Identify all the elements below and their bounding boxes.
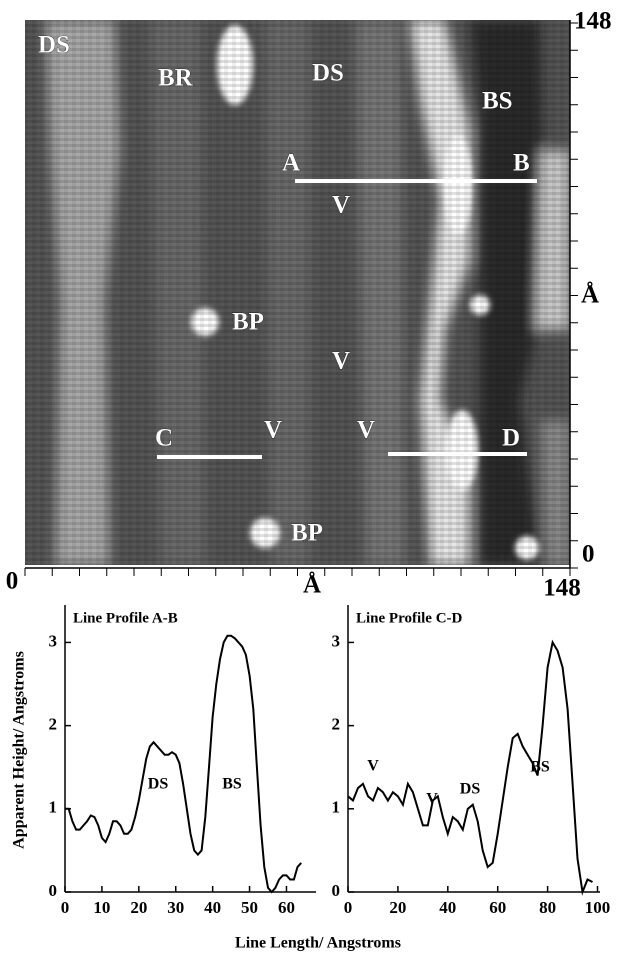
annotation: DS — [148, 776, 169, 793]
y-tick-label: 3 — [332, 631, 341, 650]
chart-title: Line Profile A-B — [73, 610, 178, 626]
image-label: A — [282, 150, 300, 177]
image-label: V — [332, 348, 350, 375]
image-label: DS — [312, 60, 344, 87]
x-tick-label: 20 — [130, 898, 147, 917]
x-tick-label: 10 — [93, 898, 110, 917]
image-axis-unit: Å — [581, 281, 599, 309]
image-label: BR — [158, 65, 194, 92]
y-tick-label: 0 — [332, 881, 341, 900]
y-tick-label: 1 — [332, 798, 341, 817]
y-tick-label: 0 — [49, 881, 58, 900]
image-axis-label: 0 — [6, 568, 19, 595]
image-axes: 148 Å 0 0 Å 148 — [6, 8, 612, 602]
image-axis-label: 148 — [574, 8, 612, 35]
x-tick-label: 20 — [389, 898, 406, 917]
x-tick-label: 30 — [167, 898, 184, 917]
x-tick-label: 40 — [204, 898, 221, 917]
y-tick-label: 1 — [49, 798, 58, 817]
image-axis-unit: Å — [303, 571, 321, 599]
x-tick-label: 100 — [585, 898, 611, 917]
image-annotations: DS BR DS BS A B V BP V C V V D BP — [38, 31, 537, 547]
x-tick-label: 0 — [61, 898, 70, 917]
annotation: V — [367, 758, 379, 775]
image-label: V — [332, 192, 350, 219]
profile-line — [347, 639, 593, 896]
y-tick-label: 3 — [49, 631, 58, 650]
annotation: V — [426, 791, 438, 808]
image-label: DS — [38, 32, 70, 59]
image-label: C — [155, 425, 173, 452]
annotation: BS — [530, 759, 550, 776]
line-chart: 0 1 2 3 0 20 40 60 80 100 Line Profile C-D V V DS BS — [332, 605, 611, 917]
y-axis-label: Apparent Height/ Angstroms — [11, 651, 28, 849]
profile-line — [65, 634, 302, 894]
image-label: V — [264, 417, 282, 444]
x-axis-label: Line Length/ Angstroms — [235, 935, 401, 952]
image-label: V — [357, 417, 375, 444]
x-tick-label: 50 — [241, 898, 258, 917]
stm-image — [25, 20, 570, 565]
image-label: BS — [482, 88, 513, 115]
annotation: BS — [222, 776, 242, 793]
image-label: B — [513, 150, 530, 177]
x-tick-label: 60 — [278, 898, 295, 917]
x-tick-label: 80 — [539, 898, 556, 917]
x-tick-label: 60 — [489, 898, 506, 917]
x-tick-label: 0 — [344, 898, 353, 917]
image-label: BP — [232, 309, 264, 336]
annotation: DS — [460, 781, 481, 798]
chart-title: Line Profile C-D — [356, 610, 463, 626]
y-tick-label: 2 — [332, 715, 341, 734]
image-label: BP — [291, 520, 323, 547]
image-label: D — [502, 425, 520, 452]
y-tick-label: 2 — [49, 715, 58, 734]
image-axis-label: 0 — [582, 541, 595, 568]
image-axis-label: 148 — [543, 575, 581, 602]
x-tick-label: 40 — [439, 898, 456, 917]
